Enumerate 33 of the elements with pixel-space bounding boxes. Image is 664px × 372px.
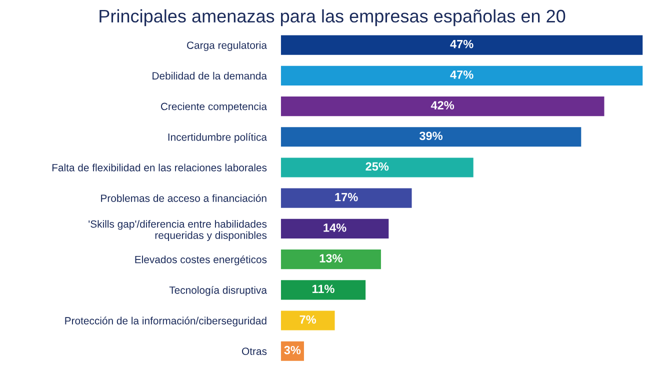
y-tick-label: Carga regulatoria [187, 41, 267, 51]
data-label: 25% [366, 162, 389, 171]
y-tick-label: Elevados costes energéticos [135, 255, 267, 266]
y-tick-label: Problemas de acceso a financiación [101, 194, 266, 202]
bar [280, 35, 643, 55]
bar [280, 158, 474, 178]
data-label: 47% [450, 40, 474, 48]
bar [280, 218, 389, 238]
y-tick-label: Creciente competencia [160, 102, 267, 112]
data-label: 42% [430, 101, 454, 110]
bar [280, 310, 335, 330]
bar [280, 66, 643, 86]
bar [280, 250, 381, 270]
y-tick-label: Debilidad de la demanda [152, 72, 267, 80]
y-tick-label: Otras [242, 348, 267, 355]
data-label: 13% [320, 254, 342, 262]
data-label: 11% [312, 284, 334, 294]
bar [280, 96, 604, 116]
y-tick-label: Tecnología disruptiva [169, 286, 267, 296]
y-tick-label: Incertidumbre política [168, 133, 267, 143]
data-label: 39% [419, 132, 443, 140]
y-tick-label: Falta de flexibilidad en las relaciones laborales [52, 164, 267, 172]
bar [280, 127, 582, 147]
data-label: 7% [300, 315, 316, 324]
bar [280, 188, 412, 208]
y-tick-label: Protección de la información/ciberseguridad [65, 316, 266, 327]
data-label: 17% [335, 192, 358, 202]
y-tick-label: 'Skills gap'/diferencia entre habilidades requeridas y disponibles [88, 220, 267, 241]
data-label: 47% [450, 70, 474, 79]
chart-title: Principales amenazas para las empresas españolas en 20 [100, 9, 566, 26]
bar [280, 280, 366, 300]
data-label: 3% [284, 346, 301, 354]
data-label: 14% [324, 224, 346, 232]
